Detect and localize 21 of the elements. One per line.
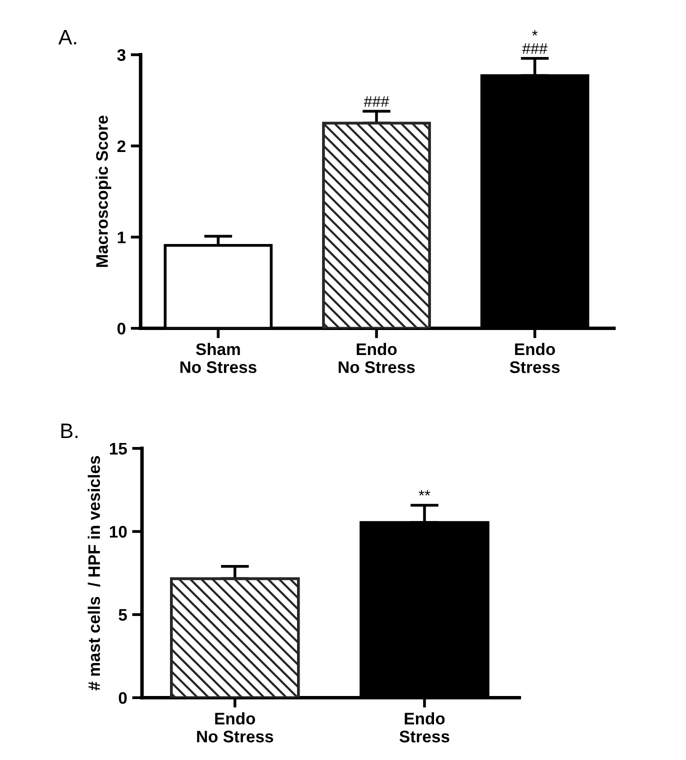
y-tick-label: 3 [117,49,126,61]
y-tick-label: 1 [118,232,126,244]
y-axis-title: Macroscopic Score [96,116,112,267]
y-axis-title: # mast cells / HPF in vesicles [88,456,100,690]
x-tick-label: Endo No Stress [338,342,415,374]
x-tick-label: Sham No Stress [180,342,256,374]
y-tick-label: 15 [110,442,127,455]
x-tick-label: Endo Stress [400,712,450,742]
chart-title: A. [58,30,76,44]
y-tick-label: 0 [118,692,127,704]
chart-title: B. [61,424,78,438]
y-tick-label: 0 [117,322,126,335]
annotation: ** [418,490,430,496]
annotation: * ### [522,30,548,54]
x-tick-label: Endo No Stress [197,712,274,742]
y-tick-label: 5 [118,609,127,621]
y-tick-label: 2 [117,140,126,152]
annotation: ### [364,96,390,107]
x-tick-label: Endo Stress [510,342,560,374]
y-tick-label: 10 [110,526,127,538]
bar [322,122,431,328]
